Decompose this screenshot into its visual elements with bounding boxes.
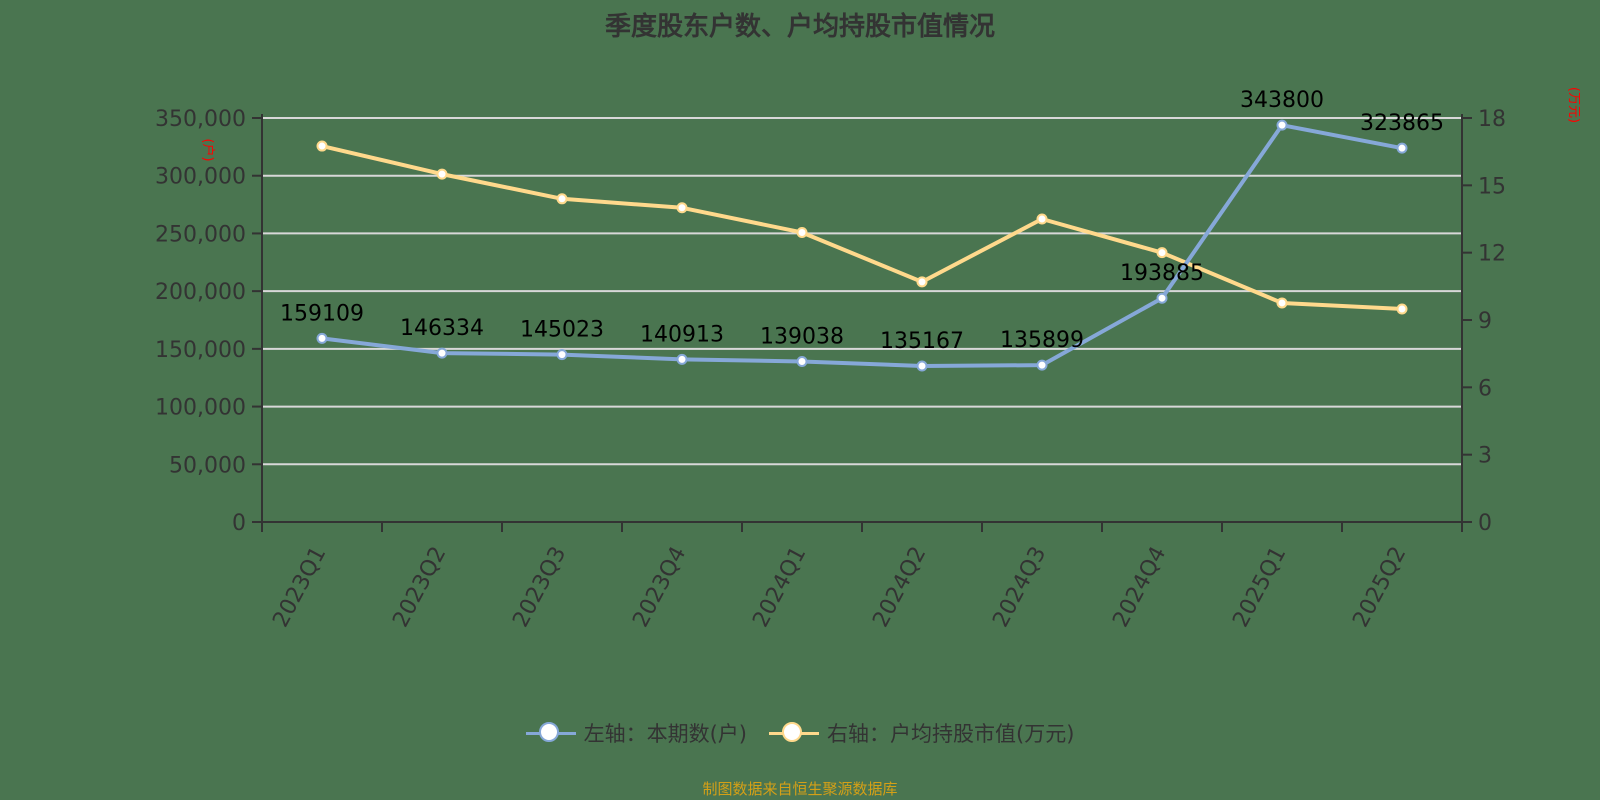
shareholders-point[interactable] [316,332,328,344]
y-right-tick-label: 12 [1478,242,1506,267]
data-label: 323865 [1360,111,1444,136]
shareholders-point[interactable] [1036,359,1048,371]
source-note: 制图数据来自恒生聚源数据库 [702,780,898,798]
y-right-tick-label: 15 [1478,174,1506,199]
x-tick-label: 2023Q4 [628,543,691,632]
data-label: 343800 [1240,88,1324,113]
legend: 左轴：本期数(户) 右轴：户均持股市值(万元) [0,718,1600,748]
legend-line-marker-icon [769,721,819,745]
x-tick-label: 2023Q3 [508,543,571,632]
x-tick-label: 2024Q3 [988,543,1051,632]
shareholders-point[interactable] [1156,292,1168,304]
avg-market-value-line [321,144,1403,311]
shareholders-point[interactable] [916,360,928,372]
data-label: 193885 [1120,261,1204,286]
data-label: 145023 [520,318,604,343]
x-tick-label: 2024Q4 [1108,543,1171,632]
y-left-tick-label: 200,000 [155,280,246,305]
legend-label: 右轴：户均持股市值(万元) [827,722,1075,746]
data-label: 140913 [640,322,724,347]
legend-item-avg-market-value[interactable]: 右轴：户均持股市值(万元) [769,718,1074,748]
shareholders-line [321,123,1403,368]
avg-market-value-point[interactable] [1156,247,1168,259]
shareholders-point[interactable] [1396,142,1408,154]
shareholders-point[interactable] [796,356,808,368]
avg-market-value-point[interactable] [1396,303,1408,315]
y-right-tick-label: 3 [1478,444,1492,469]
data-label: 135899 [1000,328,1084,353]
legend-item-shareholders[interactable]: 左轴：本期数(户) [525,718,747,748]
avg-market-value-point[interactable] [1276,297,1288,309]
y-left-tick-label: 350,000 [155,107,246,132]
y-right-tick-label: 6 [1478,376,1492,401]
x-tick-label: 2024Q2 [868,543,931,632]
y-left-tick-label: 0 [232,511,246,536]
y-right-unit-label: (万元) [1566,87,1581,123]
shareholders-point[interactable] [1276,119,1288,131]
avg-market-value-point[interactable] [796,226,808,238]
avg-market-value-point[interactable] [676,202,688,214]
legend-line-marker-icon [525,721,576,745]
y-right-tick-label: 0 [1478,511,1492,536]
avg-market-value-point[interactable] [916,276,928,288]
chart-title: 季度股东户数、户均持股市值情况 [604,12,995,42]
data-label: 135167 [880,329,964,354]
data-label: 159109 [280,301,364,326]
legend-label: 左轴：本期数(户) [583,722,747,746]
y-left-tick-label: 100,000 [155,396,246,421]
y-right-tick-label: 18 [1478,107,1506,132]
x-tick-label: 2024Q1 [748,543,811,632]
avg-market-value-point[interactable] [1036,213,1048,225]
avg-market-value-point[interactable] [316,140,328,152]
shareholders-point[interactable] [676,353,688,365]
x-tick-label: 2025Q2 [1348,543,1411,632]
data-label: 146334 [400,316,484,341]
avg-market-value-point[interactable] [556,193,568,205]
y-left-unit-label: (户) [200,138,216,161]
x-tick-label: 2023Q2 [388,543,451,632]
x-tick-label: 2025Q1 [1228,543,1291,632]
shareholders-point[interactable] [556,349,568,361]
data-label: 139038 [760,325,844,350]
y-left-tick-label: 150,000 [155,338,246,363]
y-left-tick-label: 250,000 [155,222,246,247]
y-left-tick-label: 300,000 [155,165,246,190]
y-right-tick-label: 9 [1478,309,1492,334]
shareholders-point[interactable] [436,347,448,359]
y-left-tick-label: 50,000 [169,453,246,478]
x-tick-label: 2023Q1 [268,543,331,632]
avg-market-value-point[interactable] [436,168,448,180]
